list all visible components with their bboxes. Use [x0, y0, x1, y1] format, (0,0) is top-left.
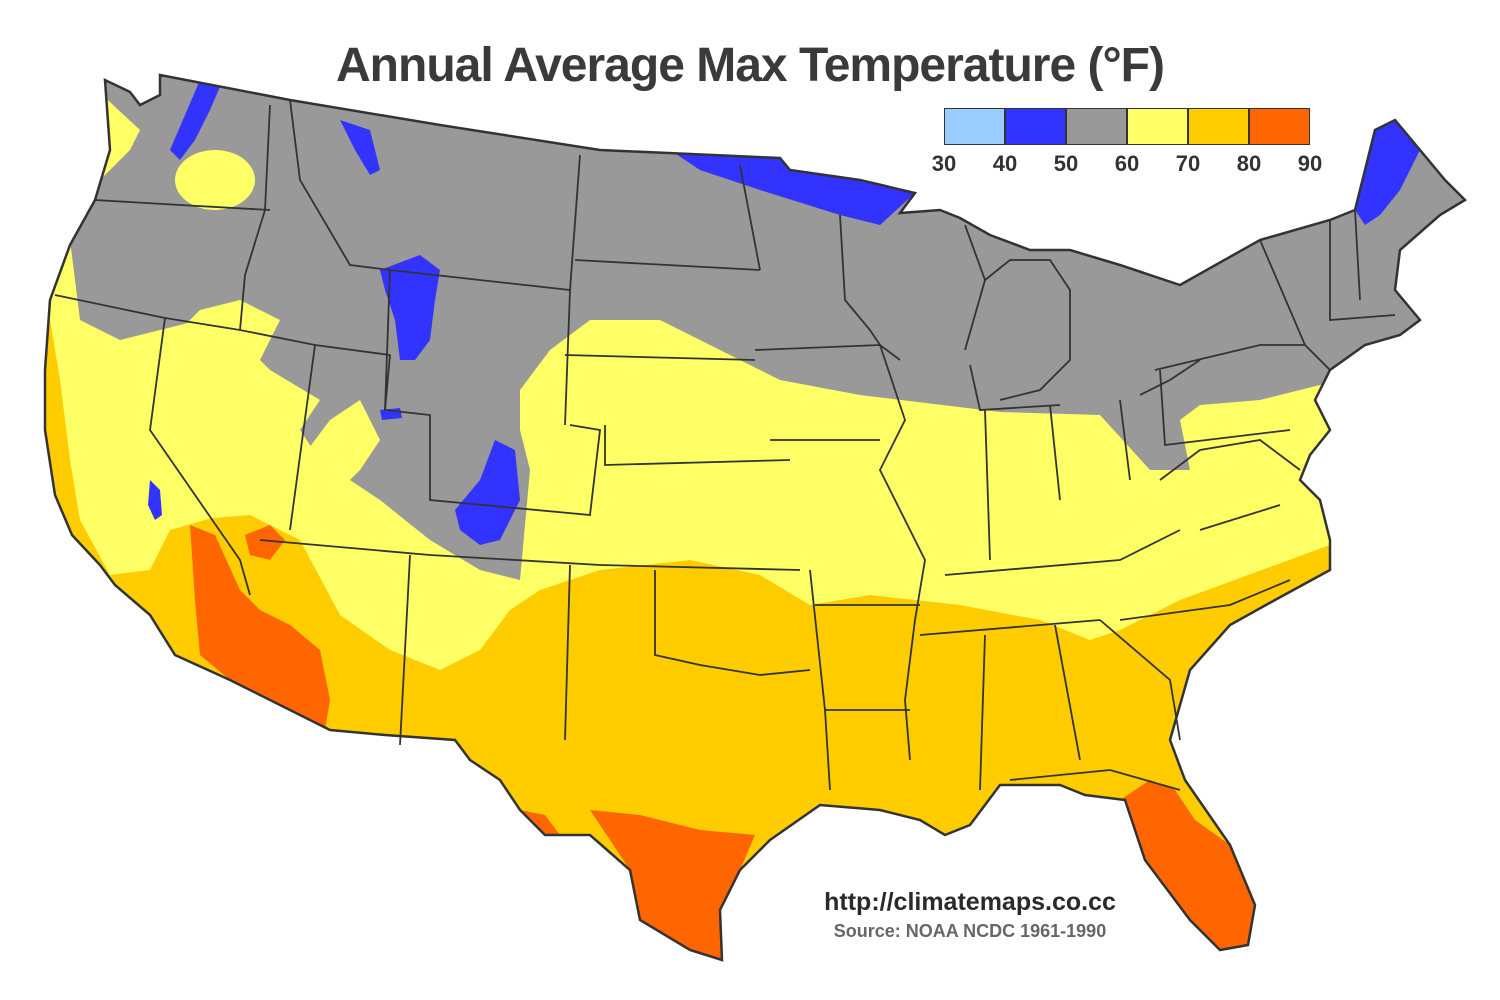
legend-tick-labels: 30 40 50 60 70 80 90: [932, 151, 1324, 181]
legend-swatch-70-80: [1188, 108, 1249, 145]
map-title: Annual Average Max Temperature (°F): [336, 39, 1165, 92]
zone-80-90-lake-mead: [245, 525, 285, 560]
zone-80-90-desert: [190, 525, 330, 730]
legend-tick-label: 80: [1236, 151, 1262, 176]
legend-swatch-60-70: [1127, 108, 1188, 145]
state-borders: [54, 99, 1396, 791]
zone-40-50-sierra: [148, 480, 162, 520]
source-url: http://climatemaps.co.cc: [824, 888, 1116, 916]
legend-swatch-40-50: [1005, 108, 1066, 145]
zone-60-70-island-wa: [175, 150, 255, 210]
zone-40-50-northern-minnesota: [670, 150, 915, 225]
zone-40-50-colorado: [455, 440, 520, 545]
legend-tick-label: 30: [931, 151, 957, 176]
legend-tick-label: 50: [1053, 151, 1079, 176]
zone-80-90-florida: [1120, 780, 1255, 950]
legend-tick-label: 40: [992, 151, 1018, 176]
legend-tick-label: 70: [1175, 151, 1201, 176]
legend-swatch-30-40: [944, 108, 1005, 145]
zone-80-90-texas-coast: [590, 810, 755, 960]
legend: 30 40 50 60 70 80 90: [932, 108, 1324, 181]
zone-40-50-yellowstone: [380, 255, 440, 360]
zone-80-90-south-texas: [520, 810, 560, 840]
zone-60-70-basin: [150, 300, 380, 520]
legend-tick-label: 60: [1114, 151, 1140, 176]
legend-swatch-80-90: [1249, 108, 1310, 145]
zone-40-50-idaho: [340, 120, 380, 175]
legend-tick-label: 90: [1297, 151, 1323, 176]
zone-40-50-north-cascades: [170, 80, 222, 160]
source-credit: Source: NOAA NCDC 1961-1990: [833, 921, 1107, 941]
legend-swatch-50-60: [1066, 108, 1127, 145]
legend-swatches: [944, 108, 1324, 145]
